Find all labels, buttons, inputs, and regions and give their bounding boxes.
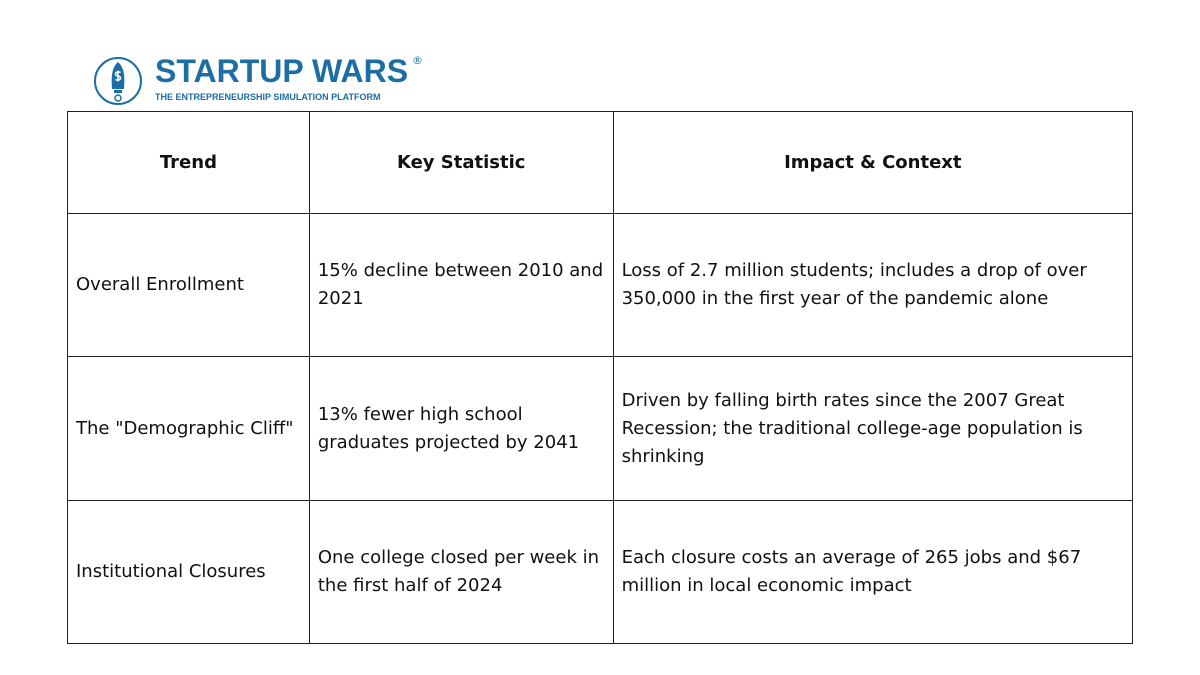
logo-title-line: STARTUP WARS ®	[155, 52, 423, 90]
header-impact-context: Impact & Context	[612, 110, 1134, 215]
table-row: Institutional Closures One college close…	[67, 499, 1134, 645]
cell-key-statistic: 13% fewer high school graduates projecte…	[308, 356, 614, 501]
cell-trend: Institutional Closures	[67, 499, 310, 645]
registered-mark: ®	[412, 54, 424, 67]
rocket-icon	[94, 57, 142, 105]
header-trend: Trend	[67, 110, 310, 215]
table-row: The "Demographic Cliff" 13% fewer high s…	[67, 356, 1134, 501]
cell-key-statistic: 15% decline between 2010 and 2021	[308, 213, 614, 358]
table-header-row: Trend Key Statistic Impact & Context	[67, 110, 1134, 215]
cell-trend: Overall Enrollment	[67, 213, 310, 358]
cell-impact: Driven by falling birth rates since the …	[612, 356, 1134, 501]
cell-impact: Loss of 2.7 million students; includes a…	[612, 213, 1134, 358]
header-key-statistic: Key Statistic	[308, 110, 614, 215]
cell-trend: The "Demographic Cliff"	[67, 356, 310, 501]
cell-key-statistic: One college closed per week in the first…	[308, 499, 614, 645]
logo-title: STARTUP WARS	[155, 53, 409, 89]
logo-text: STARTUP WARS ® THE ENTREPRENEURSHIP SIMU…	[155, 52, 423, 103]
trends-table: Trend Key Statistic Impact & Context Ove…	[67, 110, 1134, 645]
logo-subtitle: THE ENTREPRENEURSHIP SIMULATION PLATFORM	[155, 92, 381, 102]
logo: STARTUP WARS ® THE ENTREPRENEURSHIP SIMU…	[93, 52, 423, 108]
cell-impact: Each closure costs an average of 265 job…	[612, 499, 1134, 645]
table-row: Overall Enrollment 15% decline between 2…	[67, 213, 1134, 358]
